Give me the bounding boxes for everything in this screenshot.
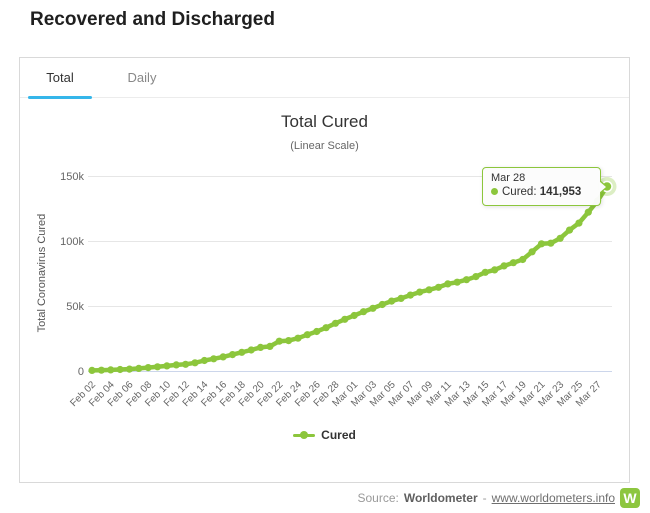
legend-label: Cured <box>321 428 356 442</box>
chart-title: Total Cured <box>281 112 368 131</box>
source-separator: - <box>482 491 487 505</box>
data-point[interactable] <box>425 286 433 294</box>
data-point[interactable] <box>331 319 340 327</box>
active-tab-underline <box>28 96 92 99</box>
data-point[interactable] <box>153 363 162 371</box>
data-point[interactable] <box>397 294 405 302</box>
data-point[interactable] <box>453 278 461 286</box>
data-point[interactable] <box>472 273 480 281</box>
data-point[interactable] <box>416 288 424 296</box>
data-point[interactable] <box>303 331 311 339</box>
data-point[interactable] <box>97 366 105 374</box>
data-point[interactable] <box>537 240 546 248</box>
data-point[interactable] <box>444 280 452 288</box>
data-point[interactable] <box>135 364 143 372</box>
data-point[interactable] <box>107 366 115 374</box>
tooltip-row: Cured: 141,953 <box>491 186 592 198</box>
data-point[interactable] <box>350 311 358 320</box>
tab-total-label: Total <box>46 70 74 85</box>
tooltip-value: 141,953 <box>539 186 582 198</box>
data-point[interactable] <box>210 355 218 363</box>
tooltip-date: Mar 28 <box>491 172 526 184</box>
data-point[interactable] <box>500 262 508 270</box>
data-point[interactable] <box>565 226 574 234</box>
data-point[interactable] <box>509 259 517 267</box>
data-point[interactable] <box>285 337 293 345</box>
tooltip-series-label: Cured: <box>502 186 537 198</box>
data-point[interactable] <box>406 291 414 299</box>
data-point[interactable] <box>359 308 368 316</box>
data-point[interactable] <box>125 365 134 373</box>
data-point[interactable] <box>556 234 564 242</box>
data-point[interactable] <box>275 337 283 345</box>
cured-series-line <box>89 184 610 373</box>
data-point[interactable] <box>378 300 386 309</box>
data-point[interactable] <box>88 366 96 374</box>
y-tick-label: 50k <box>66 301 84 313</box>
data-point[interactable] <box>228 351 237 359</box>
data-point[interactable] <box>256 343 265 351</box>
data-point[interactable] <box>519 255 527 264</box>
data-point[interactable] <box>238 348 246 356</box>
data-point[interactable] <box>434 283 443 291</box>
data-point[interactable] <box>462 276 471 284</box>
tab-daily[interactable]: Daily <box>112 58 172 98</box>
data-point[interactable] <box>341 315 349 323</box>
page-title: Recovered and Discharged <box>30 9 275 30</box>
data-point[interactable] <box>116 365 124 374</box>
data-point[interactable] <box>247 346 255 354</box>
tab-bar: Total Daily <box>20 58 629 99</box>
source-name: Worldometer <box>403 491 478 505</box>
data-point[interactable] <box>313 327 321 336</box>
data-point[interactable] <box>191 359 199 367</box>
y-tick-label: 0 <box>78 366 84 378</box>
data-point[interactable] <box>584 208 592 216</box>
source-footer: Source: Worldometer - www.worldometers.i… <box>357 488 640 508</box>
y-tick-label: 100k <box>60 236 84 248</box>
data-point[interactable] <box>575 219 583 227</box>
chart-panel: Total Daily Total Cured (Linear Scale) 0… <box>19 57 630 483</box>
data-point[interactable] <box>369 304 377 312</box>
data-point[interactable] <box>163 362 171 370</box>
data-point[interactable] <box>144 364 152 372</box>
series-dot-icon <box>491 188 498 195</box>
data-point[interactable] <box>322 324 330 332</box>
y-tick-label: 150k <box>60 171 84 183</box>
data-point[interactable] <box>266 342 274 350</box>
data-point[interactable] <box>481 268 489 276</box>
worldometer-logo[interactable]: W <box>620 488 640 508</box>
legend-item-cured[interactable]: Cured <box>20 426 629 444</box>
chart-subtitle: (Linear Scale) <box>290 140 359 152</box>
y-axis-title: Total Coronavirus Cured <box>36 214 48 333</box>
data-point[interactable] <box>182 360 190 368</box>
data-point[interactable] <box>294 334 302 342</box>
data-point[interactable] <box>388 297 396 305</box>
data-point[interactable] <box>200 356 208 365</box>
source-label: Source: <box>357 491 399 505</box>
legend-line-icon <box>293 431 316 439</box>
data-point[interactable] <box>528 248 536 256</box>
tab-total[interactable]: Total <box>28 58 92 99</box>
data-point[interactable] <box>172 361 180 369</box>
worldometers-link[interactable]: www.worldometers.info <box>491 491 615 505</box>
tooltip: Mar 28 Cured: 141,953 <box>482 167 608 206</box>
data-point[interactable] <box>491 266 499 274</box>
data-point[interactable] <box>547 239 555 247</box>
tab-daily-label: Daily <box>127 70 157 85</box>
data-point[interactable] <box>219 353 227 361</box>
